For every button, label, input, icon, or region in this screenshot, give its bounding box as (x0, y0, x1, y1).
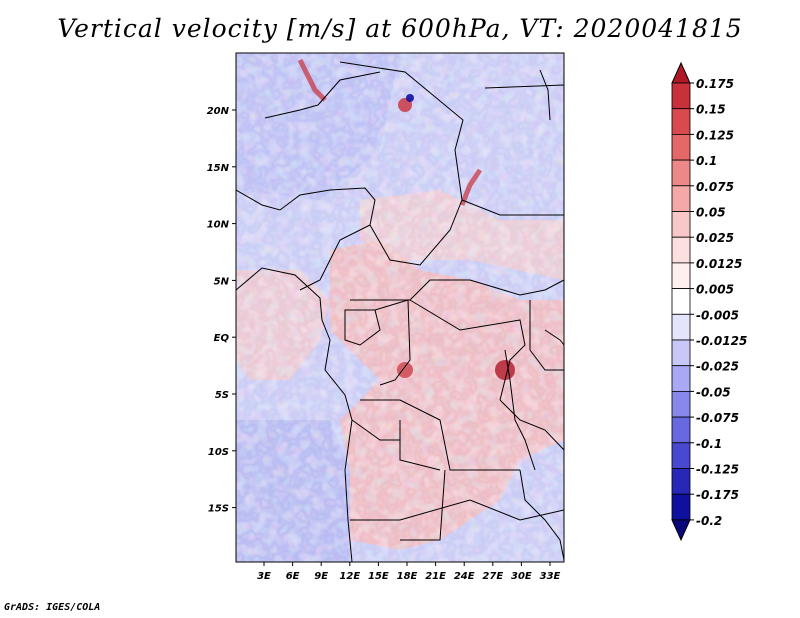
lat-label: 10N (207, 220, 230, 231)
colorbar-segment (671, 133, 691, 161)
lon-label: 6E (286, 571, 300, 582)
noise-texture (236, 53, 564, 562)
colorbar-label: -0.125 (696, 463, 739, 477)
colorbar-segment (671, 442, 691, 469)
colorbar-segment (671, 416, 691, 444)
colorbar-top-arrow (671, 61, 691, 84)
lon-label: 3E (257, 571, 271, 582)
colorbar-label: 0.15 (696, 103, 726, 117)
colorbar-segment (671, 262, 691, 289)
lon-label: 33E (540, 571, 561, 582)
colorbar-label: 0.125 (696, 128, 734, 142)
colorbar-segment (671, 211, 691, 238)
latitude-axis: 20N 15N 10N 5N EQ 5S 10S 15S (207, 106, 236, 515)
colorbar-segment (671, 159, 691, 187)
country-borders (236, 61, 564, 562)
colorbar-label: 0.05 (696, 206, 726, 220)
colorbar-segment (671, 390, 691, 418)
lon-label: 12E (339, 571, 360, 582)
colorbar-label: -0.025 (696, 360, 739, 374)
colorbar-label: -0.1 (696, 437, 722, 451)
longitude-axis: 3E 6E 9E 12E 15E 18E 21E 24E 27E 30E 33E (257, 562, 561, 582)
lon-label: 9E (314, 571, 328, 582)
lon-label: 30E (511, 571, 532, 582)
colorbar-segment (671, 339, 691, 367)
colorbar-label: -0.05 (696, 385, 731, 399)
lon-label: 21E (425, 571, 446, 582)
colorbar-segment (671, 313, 691, 341)
colorbar-segment (671, 493, 691, 521)
colorbar-segment (671, 185, 691, 212)
map-title: Vertical velocity [m/s] at 600hPa, VT: 2… (57, 14, 743, 43)
lat-label: 5S (215, 390, 229, 401)
colorbar-label: 0.075 (696, 180, 734, 194)
colorbar-label: -0.075 (696, 411, 739, 425)
lon-label: 27E (482, 571, 503, 582)
colorbar-label: -0.005 (696, 308, 739, 322)
colorbar-segment (671, 236, 691, 264)
strong-updraft-band (297, 58, 327, 102)
lat-label: 10S (208, 447, 229, 458)
colorbar-label: -0.2 (696, 514, 722, 528)
colorbar-bottom-arrow (671, 519, 691, 542)
strong-updraft-spot (495, 360, 515, 380)
lat-label: 5N (214, 276, 230, 287)
colorbar-segment (671, 365, 691, 392)
strong-downdraft-spot (406, 94, 414, 102)
lat-label: 20N (207, 106, 230, 117)
lat-label: EQ (214, 333, 230, 344)
colorbar-label: 0.025 (696, 231, 734, 245)
lon-label: 15E (368, 571, 389, 582)
colorbar-label: 0.005 (696, 283, 734, 297)
colorbar-segment (671, 288, 691, 315)
strong-updraft-band (459, 168, 483, 206)
strong-updraft-spot (397, 362, 413, 378)
colorbar: 0.175 0.15 0.125 0.1 0.075 0.05 0.025 0.0125 0.0… (671, 61, 747, 542)
colorbar-label: 0.0125 (696, 257, 742, 271)
map-frame (235, 52, 565, 563)
colorbar-label: -0.0125 (696, 334, 747, 348)
colorbar-label: 0.175 (696, 77, 734, 91)
lat-label: 15N (207, 163, 230, 174)
lon-label: 24E (454, 571, 475, 582)
lat-label: 15S (208, 504, 229, 515)
lon-label: 18E (397, 571, 418, 582)
grads-credit: GrADS: IGES/COLA (4, 602, 101, 613)
colorbar-segment (671, 468, 691, 495)
colorbar-label: -0.175 (696, 488, 739, 502)
colorbar-label: 0.1 (696, 154, 717, 168)
colorbar-segment (671, 108, 691, 135)
colorbar-segment (671, 82, 691, 110)
map-panel (236, 53, 564, 562)
